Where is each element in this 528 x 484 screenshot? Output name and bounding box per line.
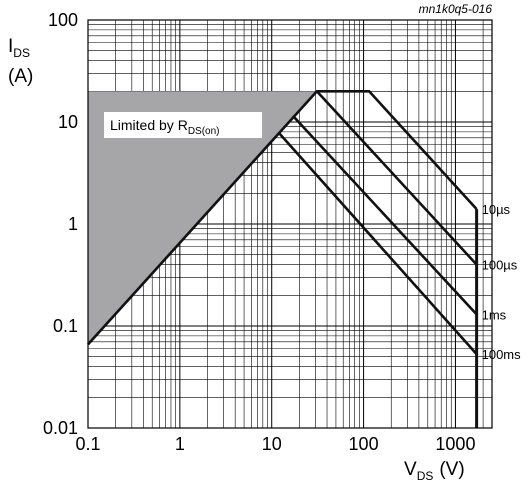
series-label-100ms: 100ms [482, 347, 522, 362]
series-label-10µs: 10µs [482, 202, 511, 217]
y-tick-label: 0.01 [43, 418, 78, 438]
series-line-10µs [87, 89, 478, 346]
y-tick-label: 100 [48, 10, 78, 30]
series-line-100ms [278, 132, 478, 355]
y-tick-label: 0.1 [53, 316, 78, 336]
x-tick-label: 1 [175, 434, 185, 454]
rdson-region-fill [88, 91, 317, 345]
series-labels: 10µs 100µs 1ms 100ms [482, 202, 522, 362]
region-label-box: Limited by RDS(on) [104, 112, 262, 138]
x-axis-label: VDS (V) [404, 459, 465, 483]
y-tick-label: 1 [68, 214, 78, 234]
x-tick-label: 10 [262, 434, 282, 454]
x-tick-label: 1000 [435, 434, 475, 454]
series-label-100µs: 100µs [482, 258, 518, 273]
y-tick-label: 10 [58, 112, 78, 132]
series-line-100µs [315, 90, 478, 266]
x-tick-label: 100 [349, 434, 379, 454]
y-axis-label: IDS [8, 36, 30, 60]
series-label-1ms: 1ms [482, 307, 507, 322]
soa-curves [87, 89, 479, 428]
region-label: Limited by RDS(on) [110, 117, 220, 137]
series-line-1ms [291, 114, 478, 316]
plot-frame [87, 19, 493, 429]
x-tick-label: 0.1 [75, 434, 100, 454]
y-axis-unit: (A) [8, 66, 33, 87]
figure-id: mn1k0q5-016 [419, 2, 493, 16]
rdson-limited-region [88, 91, 317, 345]
